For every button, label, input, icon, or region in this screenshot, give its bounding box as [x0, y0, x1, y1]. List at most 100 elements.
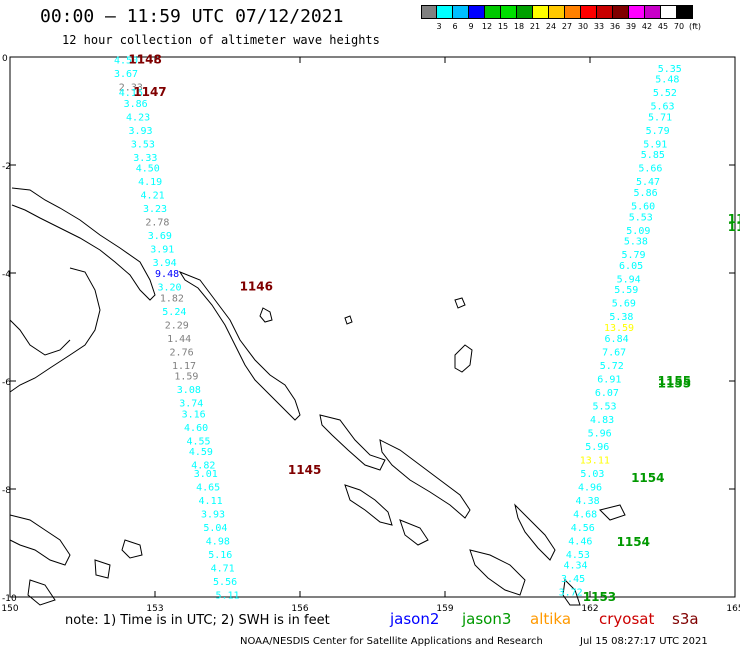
- colorbar-label: 27: [561, 22, 573, 31]
- data-label-s3a: 4.50: [136, 164, 160, 175]
- data-label-jason3: 6.84: [605, 334, 629, 345]
- colorbar-cell: [613, 5, 629, 19]
- legend-jason2: jason2: [390, 610, 440, 628]
- data-label-s3a: 4.16: [119, 88, 143, 99]
- pass-number-label: 1146: [240, 280, 273, 294]
- data-label-jason3: 5.94: [617, 274, 641, 285]
- data-label-jason3: 5.69: [612, 299, 636, 310]
- colorbar-label: 36: [609, 22, 621, 31]
- data-label-s3a: 3.20: [157, 283, 181, 294]
- colorbar-cell: [565, 5, 581, 19]
- legend-altika: altika: [530, 610, 572, 628]
- data-label-s3a: 2.76: [170, 347, 194, 358]
- data-label-s3a: 1.17: [172, 361, 196, 372]
- data-label-jason3: 4.68: [573, 509, 597, 520]
- colorbar-cell: [421, 5, 437, 19]
- credit-text: NOAA/NESDIS Center for Satellite Applica…: [240, 636, 543, 647]
- chart-subtitle: 12 hour collection of altimeter wave hei…: [62, 33, 380, 47]
- pass-number-label: 1147: [133, 85, 166, 99]
- data-label-jason3: 3.72: [559, 588, 583, 599]
- x-tick-label: 150: [1, 604, 18, 614]
- data-label-s3a: 3.94: [153, 258, 177, 269]
- data-label-s3a: 4.21: [141, 191, 165, 202]
- data-label-s3a: 2.78: [145, 218, 169, 229]
- data-label-jason3: 4.96: [578, 482, 602, 493]
- data-label-jason3: 5.85: [641, 150, 665, 161]
- pass-number-label: 1145: [288, 463, 321, 477]
- colorbar-cell: [501, 5, 517, 19]
- data-label-jason3: 13.11: [580, 455, 610, 466]
- data-label-s3a: 2.33: [119, 83, 143, 94]
- data-label-jason3: 4.53: [566, 550, 590, 561]
- y-tick-label: 0: [2, 54, 8, 64]
- data-label-jason3: 5.72: [600, 361, 624, 372]
- data-label-s3a: 4.19: [138, 177, 162, 188]
- colorbar-label: 30: [577, 22, 589, 31]
- colorbar-label: 9: [468, 22, 474, 31]
- x-tick-label: 153: [146, 604, 163, 614]
- pass-number-label: 1155: [658, 377, 691, 391]
- data-label-jason3: 5.71: [648, 112, 672, 123]
- data-marks: 4.503.672.334.163.864.233.933.533.334.50…: [114, 53, 740, 604]
- x-tick-label: 162: [581, 604, 598, 614]
- data-label-jason3: 5.60: [631, 202, 655, 213]
- pass-number-label: 11: [728, 212, 740, 226]
- pass-number-label: 1148: [128, 53, 161, 67]
- data-label-jason3: 6.07: [595, 388, 619, 399]
- data-label-s3a: 4.60: [184, 423, 208, 434]
- data-label-jason3: 13.59: [604, 323, 634, 334]
- colorbar-label: 12: [481, 22, 493, 31]
- data-label-jason3: 5.38: [624, 237, 648, 248]
- data-label-s3a: 4.50: [114, 56, 138, 67]
- colorbar-label: 18: [513, 22, 525, 31]
- data-label-s3a: 3.33: [133, 153, 157, 164]
- pass-number-label: 1153: [583, 590, 616, 604]
- data-label-s3a: 3.74: [179, 399, 203, 410]
- data-label-jason3: 5.79: [646, 126, 670, 137]
- axes-frame: 150 153 156 159 162 165 0 -2 -4 -6 -8 -10: [1, 54, 740, 614]
- coastline-map: [9, 187, 626, 606]
- colorbar-label: 21: [529, 22, 541, 31]
- colorbar-cell: [517, 5, 533, 19]
- data-label-jason3: 5.96: [588, 428, 612, 439]
- colorbar-cell: [469, 5, 485, 19]
- data-label-s3a: 5.11: [215, 590, 239, 601]
- data-label-s3a: 4.11: [199, 496, 223, 507]
- y-tick-label: -10: [2, 594, 17, 604]
- colorbar-cell: [437, 5, 453, 19]
- data-label-jason3: 3.45: [561, 574, 585, 585]
- data-label-jason3: 5.48: [655, 75, 679, 86]
- colorbar-label: 33: [593, 22, 605, 31]
- data-label-jason3: 4.46: [568, 536, 592, 547]
- data-label-jason3: 5.35: [658, 64, 682, 75]
- data-label-s3a: 3.86: [124, 99, 148, 110]
- colorbar-cell: [485, 5, 501, 19]
- colorbar-label: 6: [452, 22, 458, 31]
- x-tick-label: 165: [726, 604, 740, 614]
- data-label-s3a: 4.98: [206, 536, 230, 547]
- data-label-s3a: 5.16: [208, 550, 232, 561]
- legend-jason3: jason3: [462, 610, 512, 628]
- data-label-s3a: 3.53: [131, 139, 155, 150]
- data-label-jason3: 6.05: [619, 261, 643, 272]
- x-tick-label: 159: [436, 604, 453, 614]
- y-tick-label: -6: [2, 378, 11, 388]
- data-label-jason3: 5.53: [592, 401, 616, 412]
- data-label-jason3: 4.34: [563, 561, 587, 572]
- data-label-s3a: 3.91: [150, 245, 174, 256]
- data-label-s3a: 4.59: [189, 447, 213, 458]
- data-label-jason3: 5.53: [629, 212, 653, 223]
- y-tick-label: -2: [2, 162, 11, 172]
- data-label-jason3: 5.91: [643, 139, 667, 150]
- data-label-s3a: 4.55: [186, 436, 210, 447]
- colorbar-label: 70: [673, 22, 685, 31]
- data-label-jason3: 5.38: [609, 312, 633, 323]
- colorbar-label: 3: [436, 22, 442, 31]
- colorbar-cell: [533, 5, 549, 19]
- data-label-s3a: 3.23: [143, 204, 167, 215]
- colorbar-cell: [645, 5, 661, 19]
- plot-frame: [9, 56, 736, 598]
- data-label-jason3: 5.59: [614, 285, 638, 296]
- timestamp: Jul 15 08:27:17 UTC 2021: [580, 636, 708, 647]
